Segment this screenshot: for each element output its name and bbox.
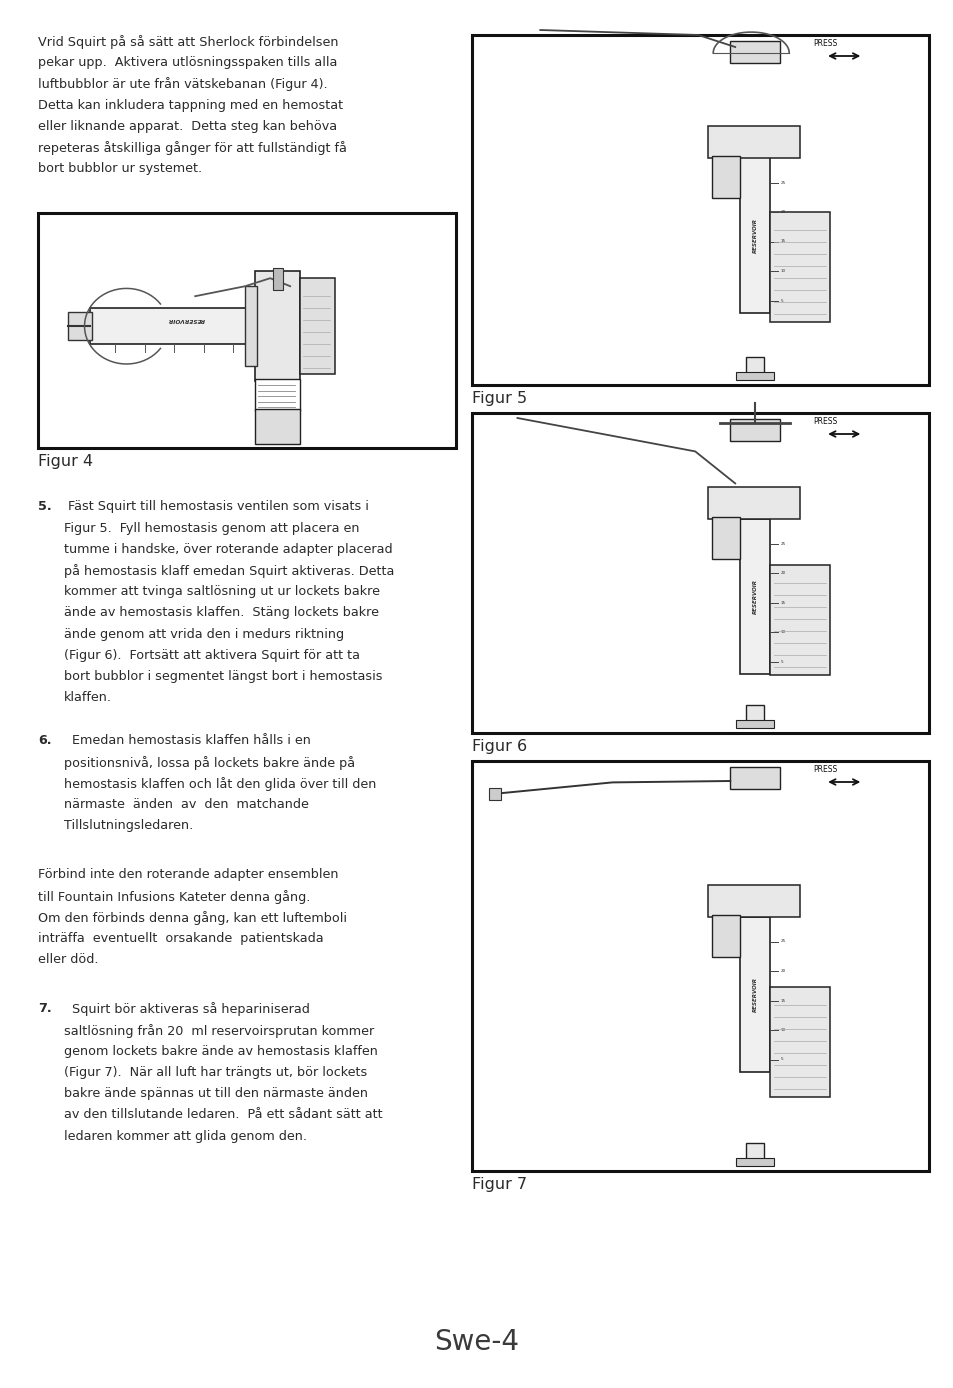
Bar (488, 788, 500, 799)
Text: PRESS: PRESS (812, 39, 837, 49)
Bar (769, 212, 829, 322)
Text: 10: 10 (780, 1029, 784, 1033)
Bar (245, 286, 257, 366)
Bar (712, 516, 740, 559)
Text: 7.: 7. (38, 1002, 51, 1016)
Text: eller död.: eller död. (38, 954, 98, 966)
Text: 20: 20 (780, 572, 784, 576)
Text: RESERVOIR: RESERVOIR (752, 580, 757, 615)
Bar (255, 271, 300, 382)
Text: närmaste  änden  av  den  matchande: närmaste änden av den matchande (64, 798, 309, 811)
Text: RESERVOIR: RESERVOIR (752, 218, 757, 253)
Bar (707, 487, 800, 519)
Text: Figur 7: Figur 7 (471, 1177, 526, 1192)
Text: 25: 25 (780, 940, 784, 944)
Text: Förbind inte den roterande adapter ensemblen: Förbind inte den roterande adapter ensem… (38, 869, 338, 881)
Bar (255, 379, 300, 411)
Bar (745, 705, 763, 725)
Bar (745, 357, 763, 378)
Text: kommer att tvinga saltlösning ut ur lockets bakre: kommer att tvinga saltlösning ut ur lock… (64, 586, 379, 598)
Text: ledaren kommer att glida genom den.: ledaren kommer att glida genom den. (64, 1130, 307, 1142)
Text: PRESS: PRESS (812, 418, 837, 426)
Text: 20: 20 (780, 210, 784, 214)
Text: Tillslutningsledaren.: Tillslutningsledaren. (64, 819, 193, 833)
Text: bakre ände spännas ut till den närmaste änden: bakre ände spännas ut till den närmaste … (64, 1087, 368, 1101)
Text: positionsnivå, lossa på lockets bakre ände på: positionsnivå, lossa på lockets bakre än… (64, 755, 355, 769)
Text: RESERVOIR: RESERVOIR (752, 977, 757, 1012)
Text: tumme i handske, över roterande adapter placerad: tumme i handske, över roterande adapter … (64, 543, 393, 555)
Bar (729, 42, 780, 62)
Text: RESERVOIR: RESERVOIR (167, 316, 204, 322)
Text: PRESS: PRESS (812, 766, 837, 775)
Text: av den tillslutande ledaren.  På ett sådant sätt att: av den tillslutande ledaren. På ett såda… (64, 1109, 382, 1122)
Bar (471, 761, 928, 1171)
Bar (736, 720, 774, 727)
Text: Om den förbinds denna gång, kan ett luftemboli: Om den förbinds denna gång, kan ett luft… (38, 911, 347, 924)
Text: bort bubblor ur systemet.: bort bubblor ur systemet. (38, 162, 202, 175)
Bar (736, 1158, 774, 1166)
Text: 15: 15 (780, 240, 784, 243)
Text: 25: 25 (780, 180, 784, 185)
Text: Squirt bör aktiveras så hepariniserad: Squirt bör aktiveras så hepariniserad (64, 1002, 310, 1016)
Text: 15: 15 (780, 998, 784, 1002)
Text: (Figur 7).  När all luft har trängts ut, bör lockets: (Figur 7). När all luft har trängts ut, … (64, 1066, 367, 1078)
Text: 20: 20 (780, 969, 784, 973)
Text: 5.: 5. (38, 501, 51, 514)
Bar (745, 1142, 763, 1163)
Bar (712, 155, 740, 197)
Bar (255, 409, 300, 444)
Bar (38, 214, 456, 448)
Text: ände av hemostasis klaffen.  Stäng lockets bakre: ände av hemostasis klaffen. Stäng locket… (64, 607, 378, 619)
Text: Swe-4: Swe-4 (434, 1328, 519, 1356)
Text: hemostasis klaffen och låt den glida över till den: hemostasis klaffen och låt den glida öve… (64, 777, 376, 791)
Text: 5: 5 (780, 1058, 782, 1062)
Text: till Fountain Infusions Kateter denna gång.: till Fountain Infusions Kateter denna gå… (38, 890, 310, 904)
Bar (91, 308, 255, 344)
Text: repeteras åtskilliga gånger för att fullständigt få: repeteras åtskilliga gånger för att full… (38, 142, 347, 155)
Text: Figur 5.  Fyll hemostasis genom att placera en: Figur 5. Fyll hemostasis genom att place… (64, 522, 359, 534)
Text: 6.: 6. (38, 734, 51, 747)
Text: bort bubblor i segmentet längst bort i hemostasis: bort bubblor i segmentet längst bort i h… (64, 670, 382, 683)
Bar (736, 372, 774, 380)
Text: 10: 10 (780, 269, 784, 273)
Text: ände genom att vrida den i medurs riktning: ände genom att vrida den i medurs riktni… (64, 627, 344, 641)
Text: klaffen.: klaffen. (64, 691, 112, 704)
Text: 10: 10 (780, 630, 784, 634)
Text: på hemostasis klaff emedan Squirt aktiveras. Detta: på hemostasis klaff emedan Squirt aktive… (64, 564, 394, 577)
Text: eller liknande apparat.  Detta steg kan behöva: eller liknande apparat. Detta steg kan b… (38, 119, 336, 133)
Bar (769, 565, 829, 676)
Bar (729, 419, 780, 441)
Text: genom lockets bakre ände av hemostasis klaffen: genom lockets bakre ände av hemostasis k… (64, 1045, 377, 1058)
Text: 5: 5 (780, 661, 782, 663)
Text: Figur 5: Figur 5 (471, 391, 526, 407)
Bar (68, 312, 92, 340)
Text: Vrid Squirt på så sätt att Sherlock förbindelsen: Vrid Squirt på så sätt att Sherlock förb… (38, 35, 338, 49)
Text: Figur 4: Figur 4 (38, 454, 93, 469)
Text: pekar upp.  Aktivera utlösningsspaken tills alla: pekar upp. Aktivera utlösningsspaken til… (38, 56, 337, 69)
Text: Figur 6: Figur 6 (471, 738, 526, 754)
Text: luftbubblor är ute från vätskebanan (Figur 4).: luftbubblor är ute från vätskebanan (Fig… (38, 78, 327, 92)
Bar (740, 157, 769, 312)
Text: inträffa  eventuellt  orsakande  patientskada: inträffa eventuellt orsakande patientska… (38, 931, 323, 945)
Bar (712, 915, 740, 956)
Bar (769, 987, 829, 1097)
Text: Fäst Squirt till hemostasis ventilen som visats i: Fäst Squirt till hemostasis ventilen som… (64, 501, 369, 514)
Text: saltlösning från 20  ml reservoirsprutan kommer: saltlösning från 20 ml reservoirsprutan … (64, 1023, 374, 1038)
Text: (Figur 6).  Fortsätt att aktivera Squirt för att ta: (Figur 6). Fortsätt att aktivera Squirt … (64, 648, 359, 662)
Bar (471, 414, 928, 733)
Bar (300, 278, 335, 375)
Bar (740, 519, 769, 675)
Bar (707, 884, 800, 916)
Bar (740, 916, 769, 1072)
Text: 25: 25 (780, 541, 784, 545)
Text: 15: 15 (780, 601, 784, 605)
Bar (707, 125, 800, 157)
Text: Emedan hemostasis klaffen hålls i en: Emedan hemostasis klaffen hålls i en (64, 734, 311, 747)
Bar (729, 768, 780, 788)
Bar (471, 35, 928, 384)
Bar (273, 268, 283, 290)
Text: 5: 5 (780, 298, 782, 303)
Text: Detta kan inkludera tappning med en hemostat: Detta kan inkludera tappning med en hemo… (38, 99, 343, 111)
